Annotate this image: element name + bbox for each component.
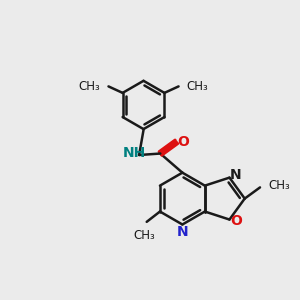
Text: CH₃: CH₃ <box>268 179 290 192</box>
Text: O: O <box>230 214 242 228</box>
Text: CH₃: CH₃ <box>79 80 100 93</box>
Text: N: N <box>230 168 242 182</box>
Text: N: N <box>177 225 188 239</box>
Text: NH: NH <box>123 146 146 160</box>
Text: CH₃: CH₃ <box>133 229 154 242</box>
Text: CH₃: CH₃ <box>187 80 208 93</box>
Text: O: O <box>177 135 189 149</box>
